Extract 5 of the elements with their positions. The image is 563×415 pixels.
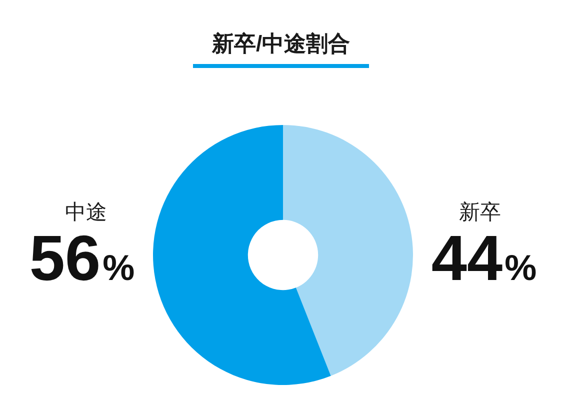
data-label: 56% [29, 222, 135, 294]
slice-label: 新卒 [459, 201, 501, 224]
data-label: 44% [431, 222, 537, 294]
chart-title: 新卒/中途割合 [210, 31, 350, 56]
slice-label: 中途 [65, 201, 107, 224]
